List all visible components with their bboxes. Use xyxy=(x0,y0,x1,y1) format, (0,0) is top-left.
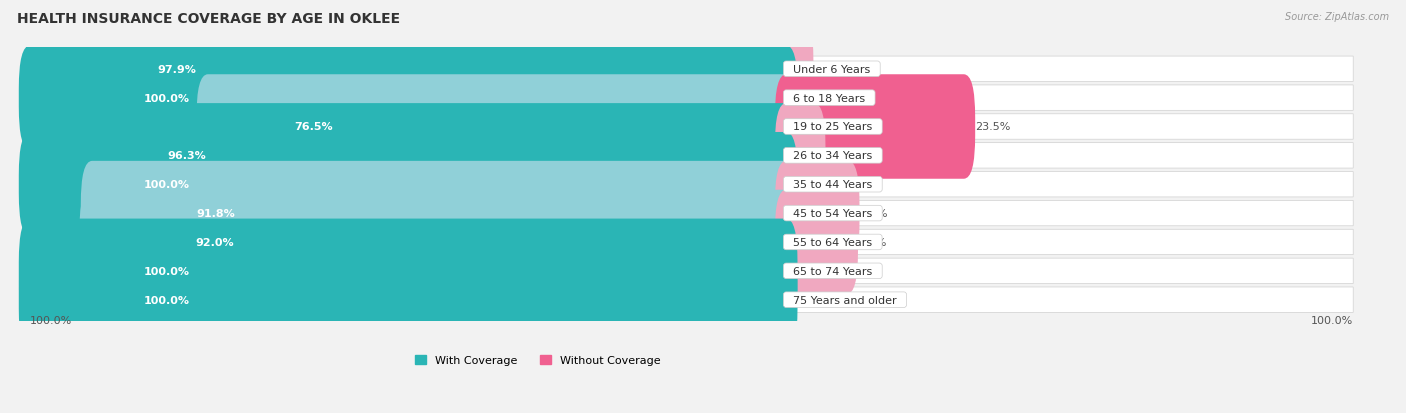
FancyBboxPatch shape xyxy=(775,104,825,208)
Text: 8.2%: 8.2% xyxy=(859,209,889,218)
Text: 100.0%: 100.0% xyxy=(143,180,190,190)
FancyBboxPatch shape xyxy=(30,57,1353,82)
Text: 76.5%: 76.5% xyxy=(294,122,333,132)
FancyBboxPatch shape xyxy=(775,17,814,122)
FancyBboxPatch shape xyxy=(30,287,1353,313)
Text: 6 to 18 Years: 6 to 18 Years xyxy=(786,93,872,103)
FancyBboxPatch shape xyxy=(775,161,859,266)
FancyBboxPatch shape xyxy=(18,219,797,323)
Text: 3.7%: 3.7% xyxy=(825,151,853,161)
Text: 65 to 74 Years: 65 to 74 Years xyxy=(786,266,879,276)
Text: 100.0%: 100.0% xyxy=(143,93,190,103)
Text: 0.0%: 0.0% xyxy=(797,266,825,276)
FancyBboxPatch shape xyxy=(30,259,1353,284)
Text: Under 6 Years: Under 6 Years xyxy=(786,64,877,75)
Text: 45 to 54 Years: 45 to 54 Years xyxy=(786,209,879,218)
Text: 100.0%: 100.0% xyxy=(143,266,190,276)
Text: 92.0%: 92.0% xyxy=(195,237,233,247)
Text: 100.0%: 100.0% xyxy=(1310,316,1353,326)
FancyBboxPatch shape xyxy=(80,161,797,266)
Text: 100.0%: 100.0% xyxy=(143,295,190,305)
Text: 26 to 34 Years: 26 to 34 Years xyxy=(786,151,879,161)
Text: 97.9%: 97.9% xyxy=(157,64,195,75)
FancyBboxPatch shape xyxy=(30,143,1353,169)
Text: 96.3%: 96.3% xyxy=(167,151,207,161)
FancyBboxPatch shape xyxy=(30,172,1353,197)
FancyBboxPatch shape xyxy=(35,17,797,122)
FancyBboxPatch shape xyxy=(46,104,797,208)
Text: 55 to 64 Years: 55 to 64 Years xyxy=(786,237,879,247)
FancyBboxPatch shape xyxy=(18,46,797,150)
Text: 91.8%: 91.8% xyxy=(197,209,235,218)
Text: 100.0%: 100.0% xyxy=(30,316,72,326)
FancyBboxPatch shape xyxy=(197,75,797,179)
Legend: With Coverage, Without Coverage: With Coverage, Without Coverage xyxy=(415,355,661,365)
Text: 19 to 25 Years: 19 to 25 Years xyxy=(786,122,879,132)
FancyBboxPatch shape xyxy=(79,190,797,294)
FancyBboxPatch shape xyxy=(30,86,1353,111)
FancyBboxPatch shape xyxy=(775,75,976,179)
Text: 23.5%: 23.5% xyxy=(976,122,1011,132)
Text: HEALTH INSURANCE COVERAGE BY AGE IN OKLEE: HEALTH INSURANCE COVERAGE BY AGE IN OKLE… xyxy=(17,12,399,26)
FancyBboxPatch shape xyxy=(30,114,1353,140)
Text: 8.0%: 8.0% xyxy=(858,237,886,247)
Text: 2.1%: 2.1% xyxy=(814,64,842,75)
FancyBboxPatch shape xyxy=(18,248,797,352)
Text: 0.0%: 0.0% xyxy=(797,93,825,103)
Text: Source: ZipAtlas.com: Source: ZipAtlas.com xyxy=(1285,12,1389,22)
FancyBboxPatch shape xyxy=(30,201,1353,226)
Text: 35 to 44 Years: 35 to 44 Years xyxy=(786,180,879,190)
FancyBboxPatch shape xyxy=(18,133,797,237)
Text: 75 Years and older: 75 Years and older xyxy=(786,295,904,305)
FancyBboxPatch shape xyxy=(30,230,1353,255)
Text: 0.0%: 0.0% xyxy=(797,180,825,190)
FancyBboxPatch shape xyxy=(775,190,858,294)
Text: 0.0%: 0.0% xyxy=(797,295,825,305)
